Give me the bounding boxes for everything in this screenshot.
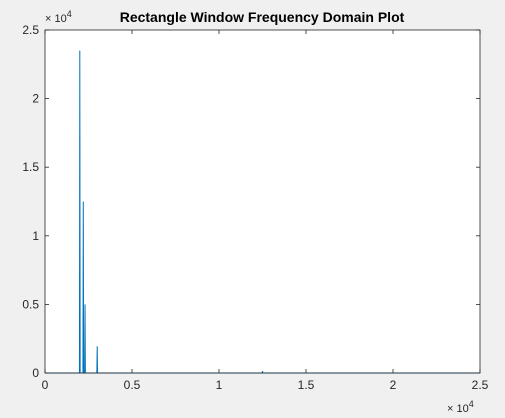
axes-layer bbox=[44, 29, 481, 374]
y-ticks: 0 0.5 1 1.5 2 2.5 bbox=[22, 23, 480, 380]
x-tick-label: 2 bbox=[390, 378, 397, 392]
series-line-1 bbox=[45, 50, 480, 374]
x-exponent-label: × 104 bbox=[447, 399, 474, 415]
y-tick-label: 2.5 bbox=[22, 23, 39, 37]
axes-box bbox=[44, 29, 481, 374]
x-tick-label: 1.5 bbox=[298, 378, 315, 392]
exponent-labels: × 104 × 104 bbox=[45, 9, 474, 415]
x-tick-label: 1 bbox=[216, 378, 223, 392]
chart-title: Rectangle Window Frequency Domain Plot bbox=[120, 9, 405, 25]
y-tick-label: 0 bbox=[32, 366, 39, 380]
series-layer bbox=[45, 50, 480, 374]
x-tick-label: 0.5 bbox=[124, 378, 141, 392]
y-tick-label: 1.5 bbox=[22, 160, 39, 174]
x-tick-label: 0 bbox=[42, 378, 49, 392]
x-tick-label: 2.5 bbox=[472, 378, 489, 392]
y-tick-label: 1 bbox=[32, 229, 39, 243]
y-exponent-label: × 104 bbox=[45, 9, 72, 25]
plot-area bbox=[45, 30, 480, 373]
y-tick-label: 2 bbox=[32, 92, 39, 106]
x-ticks: 0 0.5 1 1.5 2 2.5 bbox=[42, 30, 489, 392]
y-tick-label: 0.5 bbox=[22, 297, 39, 311]
